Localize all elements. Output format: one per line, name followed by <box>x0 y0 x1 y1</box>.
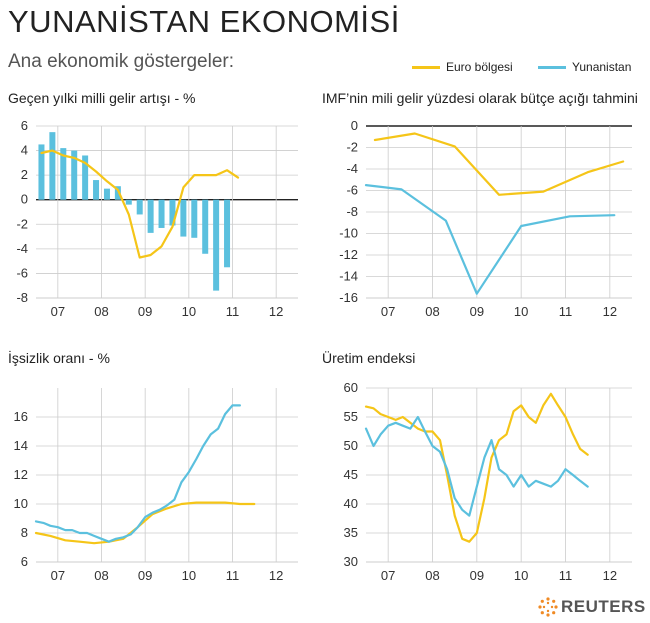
x-tick-label: 09 <box>470 568 484 583</box>
legend-label-greece: Yunanistan <box>572 60 632 74</box>
series-line-euro <box>34 501 256 545</box>
y-tick-label: -2 <box>16 216 28 231</box>
chart-budget-deficit: -16 -14 -12 -10 -8 -6 -4 -2 0 07 08 09 10 11 12 <box>339 118 632 319</box>
x-tick-label: 09 <box>138 568 152 583</box>
bar-greece <box>93 180 100 200</box>
y-tick-label: 40 <box>344 496 358 511</box>
legend-swatch-greece <box>538 66 566 70</box>
bar-greece <box>82 155 89 200</box>
y-tick-label: -8 <box>16 290 28 305</box>
y-tick-label: -16 <box>339 290 358 305</box>
y-tick-label: -6 <box>16 265 28 280</box>
x-tick-label: 09 <box>470 304 484 319</box>
bar-greece <box>202 199 209 254</box>
series-line-greece <box>34 404 241 543</box>
bar-greece <box>60 148 67 200</box>
chart-title-deficit: IMF’nin mili gelir yüzdesi olarak bütçe … <box>322 90 638 106</box>
y-tick-label: -2 <box>346 140 358 155</box>
x-tick-label: 08 <box>425 304 439 319</box>
reuters-logo-text: REUTERS <box>561 597 646 616</box>
legend-swatch-euro <box>412 66 440 70</box>
x-tick-label: 11 <box>559 568 573 583</box>
y-tick-label: 0 <box>351 118 358 133</box>
y-tick-label: -6 <box>346 183 358 198</box>
y-tick-label: 6 <box>21 118 28 133</box>
bar-greece <box>169 199 176 226</box>
y-tick-label: 14 <box>14 438 28 453</box>
legend-label-euro: Euro bölgesi <box>446 60 513 74</box>
legend-item-greece: Yunanistan <box>538 60 631 74</box>
legend-item-euro: Euro bölgesi <box>412 60 513 74</box>
bar-greece <box>125 199 132 205</box>
x-tick-label: 08 <box>94 304 108 319</box>
x-tick-label: 07 <box>51 304 65 319</box>
y-tick-label: 16 <box>14 409 28 424</box>
y-tick-label: 35 <box>344 525 358 540</box>
reuters-logo: REUTERS <box>537 596 645 618</box>
bar-greece <box>158 199 165 228</box>
bar-greece <box>180 199 187 237</box>
bar-greece <box>49 132 56 200</box>
y-tick-label: 60 <box>344 380 358 395</box>
bar-greece <box>114 186 121 200</box>
x-tick-label: 12 <box>269 568 283 583</box>
x-tick-label: 07 <box>381 304 395 319</box>
x-tick-label: 12 <box>603 568 617 583</box>
series-line-euro <box>373 132 625 196</box>
y-tick-label: 12 <box>14 467 28 482</box>
page-subtitle: Ana ekonomik göstergeler: <box>8 51 235 72</box>
bar-greece <box>213 199 220 291</box>
bar-greece <box>224 199 231 268</box>
x-tick-label: 07 <box>381 568 395 583</box>
y-tick-label: -4 <box>346 161 358 176</box>
chart-title-unemployment: İşsizlik oranı - % <box>8 350 110 366</box>
x-tick-label: 08 <box>94 568 108 583</box>
x-tick-label: 11 <box>226 568 240 583</box>
bar-greece <box>147 199 154 233</box>
y-tick-label: 50 <box>344 438 358 453</box>
bar-greece <box>38 144 45 200</box>
series-line-euro <box>364 392 589 543</box>
x-tick-label: 09 <box>138 304 152 319</box>
chart-title-production: Üretim endeksi <box>322 350 416 366</box>
y-tick-label: 8 <box>21 525 28 540</box>
bar-greece <box>191 199 198 238</box>
y-tick-label: -12 <box>339 247 358 262</box>
x-tick-label: 11 <box>226 304 240 319</box>
x-tick-label: 10 <box>514 304 528 319</box>
bar-greece <box>103 188 110 200</box>
bar-greece <box>71 150 78 200</box>
series-line-greece <box>364 415 589 517</box>
y-tick-label: -8 <box>346 204 358 219</box>
page-title: YUNANİSTAN EKONOMİSİ <box>8 4 400 39</box>
chart-title-gdp: Geçen yılki milli gelir artışı - % <box>8 90 196 106</box>
x-tick-label: 12 <box>603 304 617 319</box>
y-tick-label: 2 <box>21 167 28 182</box>
x-tick-label: 07 <box>51 568 65 583</box>
y-tick-label: 0 <box>21 192 28 207</box>
chart-production-index: 30 35 40 45 50 55 60 07 08 09 10 11 12 <box>344 380 632 583</box>
y-tick-label: 30 <box>344 554 358 569</box>
y-tick-label: 4 <box>21 143 28 158</box>
y-tick-label: -4 <box>16 241 28 256</box>
y-tick-label: 55 <box>344 409 358 424</box>
x-tick-label: 10 <box>182 304 196 319</box>
reuters-logo-icon <box>538 597 558 617</box>
chart-unemployment: 6 8 10 12 14 16 07 08 09 10 11 12 <box>14 388 298 583</box>
x-tick-label: 11 <box>559 304 573 319</box>
y-tick-label: 10 <box>14 496 28 511</box>
y-tick-label: -10 <box>339 226 358 241</box>
x-tick-label: 08 <box>425 568 439 583</box>
y-tick-label: -14 <box>339 269 358 284</box>
chart-gdp-growth: -8 -6 -4 -2 0 2 4 6 07 08 09 10 11 12 <box>16 118 298 319</box>
bar-greece <box>136 199 143 215</box>
series-line-euro <box>40 149 240 259</box>
x-tick-label: 10 <box>182 568 196 583</box>
series-line-greece <box>364 183 616 295</box>
x-tick-label: 12 <box>269 304 283 319</box>
y-tick-label: 45 <box>344 467 358 482</box>
y-tick-label: 6 <box>21 554 28 569</box>
x-tick-label: 10 <box>514 568 528 583</box>
